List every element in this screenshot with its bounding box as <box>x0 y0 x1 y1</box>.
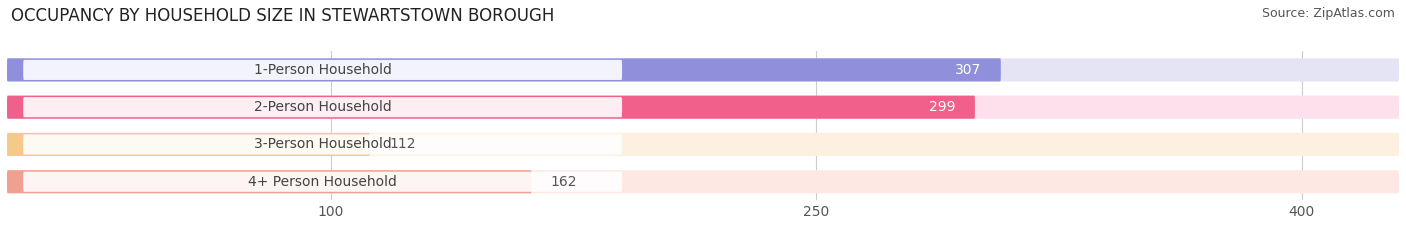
Text: 1-Person Household: 1-Person Household <box>253 63 392 77</box>
FancyBboxPatch shape <box>24 97 621 117</box>
FancyBboxPatch shape <box>7 170 531 193</box>
Text: 307: 307 <box>955 63 981 77</box>
FancyBboxPatch shape <box>7 58 1001 82</box>
FancyBboxPatch shape <box>7 58 1399 82</box>
Text: 4+ Person Household: 4+ Person Household <box>249 175 396 189</box>
Text: OCCUPANCY BY HOUSEHOLD SIZE IN STEWARTSTOWN BOROUGH: OCCUPANCY BY HOUSEHOLD SIZE IN STEWARTST… <box>11 7 554 25</box>
FancyBboxPatch shape <box>7 133 370 156</box>
FancyBboxPatch shape <box>24 172 621 192</box>
Text: 112: 112 <box>389 137 416 151</box>
FancyBboxPatch shape <box>24 60 621 80</box>
FancyBboxPatch shape <box>7 170 1399 193</box>
Text: 162: 162 <box>551 175 578 189</box>
FancyBboxPatch shape <box>7 96 1399 119</box>
FancyBboxPatch shape <box>24 134 621 154</box>
FancyBboxPatch shape <box>7 133 1399 156</box>
Text: 299: 299 <box>929 100 956 114</box>
Text: 3-Person Household: 3-Person Household <box>253 137 391 151</box>
Text: 2-Person Household: 2-Person Household <box>253 100 391 114</box>
Text: Source: ZipAtlas.com: Source: ZipAtlas.com <box>1261 7 1395 20</box>
FancyBboxPatch shape <box>7 96 974 119</box>
